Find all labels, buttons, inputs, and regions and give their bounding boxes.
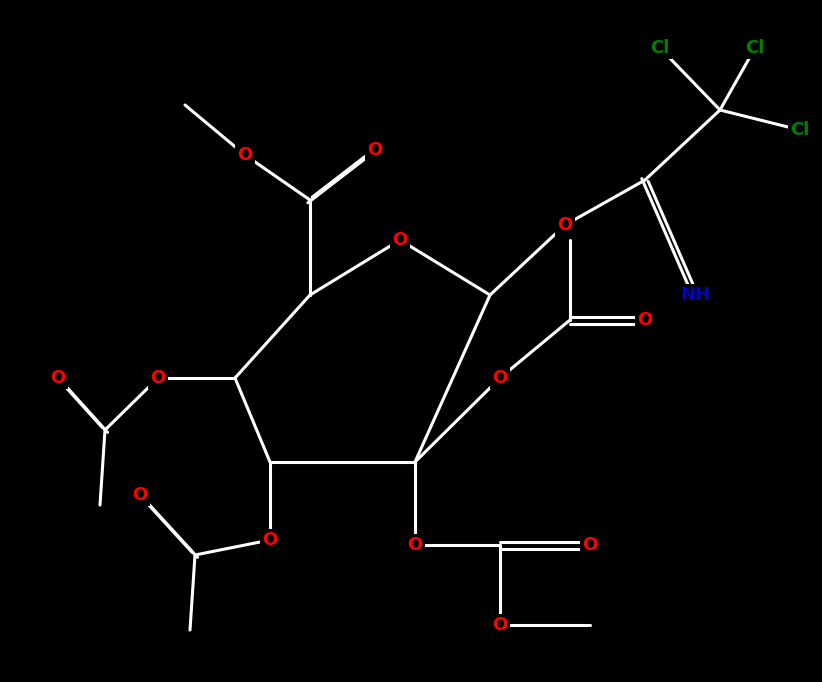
Text: O: O: [262, 531, 278, 549]
Text: Cl: Cl: [650, 39, 670, 57]
Text: O: O: [238, 146, 252, 164]
Text: NH: NH: [680, 286, 710, 304]
Text: O: O: [582, 536, 598, 554]
Text: Cl: Cl: [790, 121, 810, 139]
Text: O: O: [132, 486, 148, 504]
Text: O: O: [50, 369, 66, 387]
Text: O: O: [637, 311, 653, 329]
Text: O: O: [392, 231, 408, 249]
Text: O: O: [367, 141, 382, 159]
Text: O: O: [492, 369, 508, 387]
Text: O: O: [150, 369, 165, 387]
Text: O: O: [408, 536, 423, 554]
Text: O: O: [492, 616, 508, 634]
Text: Cl: Cl: [746, 39, 764, 57]
Text: O: O: [557, 216, 573, 234]
